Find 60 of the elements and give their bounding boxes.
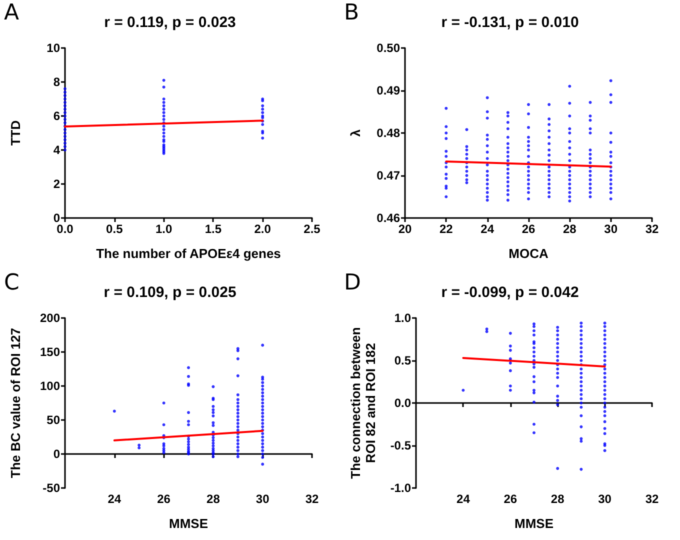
y-tick-label: 0.47 — [376, 168, 400, 182]
x-tick-label: 26 — [522, 222, 536, 236]
y-tick-label: 0 — [53, 211, 60, 225]
x-tick-label: 32 — [645, 492, 659, 506]
x-tick-label: 22 — [439, 222, 454, 236]
x-tick-label: 24 — [456, 492, 470, 506]
x-tick-label: 30 — [604, 222, 618, 236]
y-tick-label: 200 — [40, 311, 60, 325]
x-tick-label: 1.5 — [204, 222, 222, 236]
y-tick-label: 6 — [53, 109, 60, 123]
text: D — [344, 270, 361, 296]
y-tick-label: 2 — [53, 177, 60, 191]
y-axis-title: λ — [348, 128, 363, 137]
chart-title: r = 0.109, p = 0.025 — [104, 284, 236, 301]
x-tick-label: 0.5 — [106, 222, 124, 236]
y-tick-label: 0.50 — [376, 41, 400, 55]
y-tick-label: -50 — [42, 481, 60, 495]
text: A — [4, 0, 20, 26]
x-tick-label: 28 — [206, 492, 220, 506]
x-tick-label: 30 — [598, 492, 612, 506]
x-tick-label: 1.0 — [155, 222, 172, 236]
y-tick-label: 1.0 — [394, 311, 412, 325]
y-tick-label: 0.48 — [376, 126, 400, 140]
x-tick-label: 26 — [504, 492, 518, 506]
x-tick-label: 28 — [550, 492, 565, 506]
x-axis-title: MMSE — [169, 516, 208, 531]
chart-title: r = -0.099, p = 0.042 — [441, 284, 579, 301]
text: C — [4, 270, 20, 296]
y-tick-label: 0.0 — [394, 396, 412, 410]
chart-title: r = -0.131, p = 0.010 — [441, 14, 579, 31]
x-tick-label: 32 — [645, 222, 659, 236]
x-axis-title: MMSE — [514, 516, 554, 531]
y-tick-label: 0.5 — [394, 354, 412, 368]
x-tick-label: 2.5 — [304, 222, 321, 236]
y-tick-label: 4 — [53, 143, 60, 157]
y-tick-label: 150 — [40, 345, 60, 359]
x-axis-title: MOCA — [508, 246, 549, 261]
y-tick-label: -1.0 — [390, 481, 412, 495]
y-tick-label: 50 — [46, 413, 60, 427]
chart-title: r = 0.119, p = 0.023 — [104, 14, 236, 31]
y-tick-label: 100 — [40, 379, 60, 393]
x-tick-label: 30 — [256, 492, 270, 506]
y-axis-title: The connection between ROI 82 and ROI 182 — [348, 327, 378, 479]
y-tick-label: 0.46 — [376, 211, 400, 225]
y-tick-label: 0 — [53, 447, 60, 461]
y-tick-label: 10 — [46, 41, 60, 55]
x-tick-label: 2.0 — [254, 222, 272, 236]
x-axis-title: The number of APOEε4 genes — [96, 246, 281, 261]
y-axis-title: TTD — [8, 120, 23, 146]
y-tick-label: 8 — [53, 75, 60, 89]
y-tick-label: 0.49 — [376, 84, 400, 98]
y-axis-title: The BC value of ROI 127 — [8, 328, 23, 478]
x-tick-label: 24 — [480, 222, 494, 236]
y-tick-label: -0.5 — [390, 438, 412, 452]
x-tick-label: 24 — [108, 492, 122, 506]
x-tick-label: 28 — [562, 222, 577, 236]
text: B — [344, 0, 360, 26]
x-tick-label: 32 — [305, 492, 319, 506]
x-tick-label: 26 — [157, 492, 171, 506]
x-tick-label: 20 — [398, 222, 412, 236]
